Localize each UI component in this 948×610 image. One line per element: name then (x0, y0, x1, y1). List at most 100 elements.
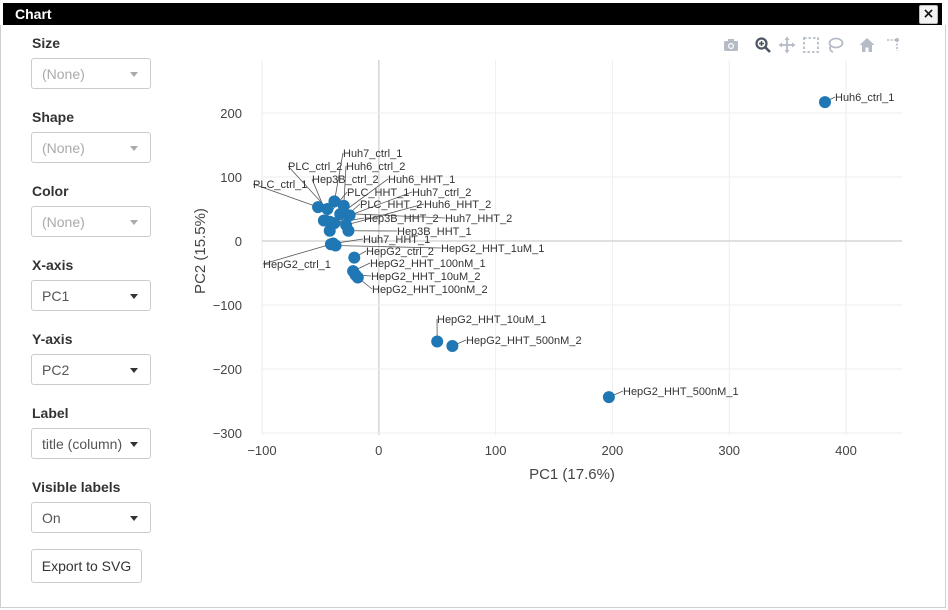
point-label: Huh7_ctrl_2 (412, 187, 471, 199)
x-axis-title: PC1 (17.6%) (529, 466, 615, 483)
camera-icon[interactable] (722, 36, 740, 54)
y-axis-title: PC2 (15.5%) (192, 208, 209, 294)
x-tick-label: 200 (602, 443, 624, 458)
x-tick-label: 0 (375, 443, 382, 458)
scatter-point[interactable] (602, 391, 615, 404)
label-leader-line (343, 213, 446, 219)
label-leader-line (262, 243, 332, 265)
point-label: Huh7_HHT_2 (445, 213, 512, 225)
point-label: Hep3B_ctrl_2 (312, 174, 379, 186)
scatter-point[interactable] (312, 201, 325, 214)
chart-panel (0, 25, 946, 608)
label-label: Label (32, 405, 69, 421)
label-leader-line (345, 203, 425, 226)
point-label: Hep3B_HHT_1 (397, 226, 472, 238)
lasso-icon[interactable] (826, 36, 844, 54)
point-label: HepG2_ctrl_2 (366, 246, 434, 258)
scatter-point[interactable] (818, 96, 831, 109)
chevron-down-icon (130, 442, 138, 447)
label-select-value: title (column) (42, 436, 123, 452)
window-titlebar: Chart × (3, 3, 942, 25)
point-label: HepG2_HHT_500nM_1 (623, 386, 739, 398)
close-button[interactable]: × (919, 5, 938, 24)
home-icon[interactable] (858, 36, 876, 54)
point-label: Huh7_HHT_1 (363, 234, 430, 246)
export-svg-button[interactable]: Export to SVG (31, 549, 142, 583)
label-select[interactable]: title (column) (31, 428, 151, 459)
point-label: HepG2_HHT_100nM_2 (372, 284, 488, 296)
chevron-down-icon (130, 294, 138, 299)
box-select-icon[interactable] (802, 36, 820, 54)
point-label: PLC_ctrl_1 (253, 179, 307, 191)
point-label: HepG2_HHT_10uM_2 (371, 271, 480, 283)
point-label: Huh6_HHT_1 (388, 174, 455, 186)
scatter-point[interactable] (328, 217, 341, 230)
point-label: HepG2_HHT_1uM_1 (441, 243, 544, 255)
chevron-down-icon (130, 146, 138, 151)
scatter-point[interactable] (324, 238, 337, 251)
visible-labels-select-value: On (42, 510, 61, 526)
data-points (312, 96, 831, 404)
grid-lines (261, 60, 902, 435)
xaxis-select[interactable]: PC1 (31, 280, 151, 311)
y-tick-label: −200 (213, 362, 242, 377)
yaxis-select-value: PC2 (42, 362, 70, 378)
point-label: Huh6_ctrl_2 (346, 161, 405, 173)
shape-select-value: (None) (42, 140, 85, 156)
chevron-down-icon (130, 220, 138, 225)
y-tick-label: 100 (220, 170, 242, 185)
x-tick-label: 300 (718, 443, 740, 458)
scatter-point[interactable] (446, 339, 459, 352)
size-select[interactable]: (None) (31, 58, 151, 89)
shape-select[interactable]: (None) (31, 132, 151, 163)
scatter-point[interactable] (351, 271, 364, 284)
yaxis-select[interactable]: PC2 (31, 354, 151, 385)
tick-labels: −100 0 100 200 300 400 200 100 0 −100 −200 −300 (213, 106, 857, 458)
point-label: Huh7_ctrl_1 (343, 148, 402, 160)
zoom-icon[interactable] (754, 36, 772, 54)
scatter-point[interactable] (342, 224, 355, 237)
visible-labels-select[interactable]: On (31, 502, 151, 533)
size-select-value: (None) (42, 66, 85, 82)
x-tick-label: 400 (835, 443, 857, 458)
point-label: HepG2_HHT_500nM_2 (466, 335, 582, 347)
y-tick-label: 200 (220, 106, 242, 121)
point-label: Huh6_ctrl_1 (835, 92, 894, 104)
xaxis-select-value: PC1 (42, 288, 70, 304)
point-label: HepG2_ctrl_1 (263, 259, 331, 271)
point-label: PLC_HHT_2 (360, 199, 422, 211)
point-label: HepG2_HHT_100nM_1 (370, 258, 486, 270)
x-tick-label: 100 (485, 443, 507, 458)
y-tick-label: −100 (213, 298, 242, 313)
scatter-point[interactable] (317, 214, 330, 227)
point-label: Huh6_HHT_2 (424, 199, 491, 211)
chevron-down-icon (130, 368, 138, 373)
scatter-point[interactable] (348, 251, 361, 264)
color-select[interactable]: (None) (31, 206, 151, 237)
xaxis-label: X-axis (32, 257, 74, 273)
point-label: PLC_HHT_1 (347, 187, 409, 199)
yaxis-label: Y-axis (32, 331, 73, 347)
label-leader-line (335, 245, 442, 249)
label-leader-line (349, 191, 413, 216)
pan-icon[interactable] (778, 36, 796, 54)
chevron-down-icon (130, 72, 138, 77)
shape-label: Shape (32, 109, 75, 125)
x-tick-label: −100 (247, 443, 276, 458)
scatter-point[interactable] (321, 203, 334, 215)
scatter-point[interactable] (337, 207, 350, 220)
color-select-value: (None) (42, 214, 85, 230)
spike-lines-icon[interactable] (884, 36, 902, 54)
scatter-point[interactable] (328, 195, 341, 208)
visible-labels-label: Visible labels (32, 479, 121, 495)
window-title: Chart (15, 6, 52, 22)
color-label: Color (32, 183, 69, 199)
y-tick-label: 0 (235, 234, 242, 249)
y-tick-label: −300 (213, 426, 242, 441)
scatter-point[interactable] (431, 335, 444, 348)
label-leader-line (343, 165, 347, 206)
size-label: Size (32, 35, 61, 51)
point-label: HepG2_HHT_10uM_1 (437, 314, 546, 326)
